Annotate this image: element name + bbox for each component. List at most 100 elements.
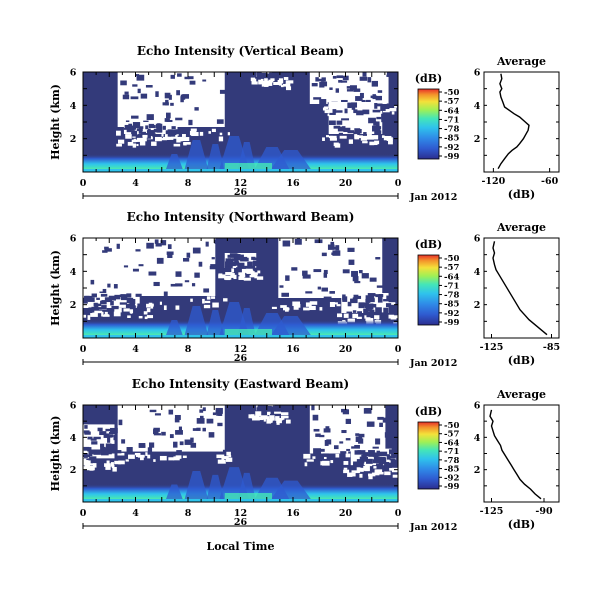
clear-speck (92, 463, 97, 468)
echo-speck (91, 306, 95, 311)
echo-speck (390, 458, 396, 464)
clear-speck (218, 274, 226, 279)
echo-speck (387, 296, 395, 300)
echo-speck (106, 435, 113, 438)
echo-speck (256, 72, 262, 78)
clear-speck (182, 134, 186, 137)
clear-speck (277, 80, 284, 84)
echo-speck (370, 295, 375, 302)
echo-speck (146, 242, 154, 249)
clear-speck (183, 142, 187, 146)
echo-speck (369, 309, 375, 315)
echo-speck (110, 301, 114, 306)
echo-speck (202, 79, 207, 82)
panel-title: Echo Intensity (Eastward Beam) (132, 377, 349, 391)
clear-speck (150, 303, 154, 307)
clear-speck (190, 298, 193, 302)
clear-speck (86, 460, 91, 465)
echo-speck (154, 413, 161, 416)
echo-plume (183, 470, 209, 502)
clear-speck (76, 465, 83, 470)
average-title: Average (496, 388, 546, 401)
clear-speck (365, 317, 371, 322)
echo-plume (268, 480, 313, 502)
clear-speck (392, 474, 399, 478)
clear-speck (159, 455, 167, 461)
echo-speck (329, 87, 333, 90)
echo-speck (100, 443, 105, 448)
echo-speck (107, 437, 111, 443)
y-axis-label: Height (km) (49, 84, 62, 160)
echo-speck (269, 72, 275, 76)
echo-speck (311, 83, 318, 87)
echo-speck (376, 116, 382, 120)
date-day: 26 (234, 187, 248, 198)
clear-speck (117, 452, 125, 456)
average-frame (483, 237, 560, 339)
echo-speck (269, 75, 274, 79)
colorbar-label: -50 (444, 88, 459, 98)
echo-speck (391, 452, 399, 457)
clear-speck (368, 474, 373, 480)
colorbar-unit: (dB) (415, 72, 442, 85)
echo-speck (153, 433, 161, 436)
echo-speck (148, 271, 157, 276)
echo-speck (330, 241, 335, 246)
echo-speck (375, 121, 380, 127)
x-tick-label: 0 (395, 178, 402, 189)
echo-speck (186, 252, 191, 258)
clear-speck (381, 135, 385, 138)
clear-speck (329, 135, 337, 141)
clear-speck (211, 296, 216, 299)
echo-speck (128, 305, 136, 311)
echo-speck (132, 84, 138, 87)
colorbar-label: -78 (444, 456, 459, 466)
clear-speck (225, 272, 233, 276)
echo-speck (279, 285, 284, 288)
clear-speck (225, 276, 231, 281)
echo-speck (302, 274, 311, 279)
echo-speck (368, 453, 374, 457)
clear-speck (238, 276, 245, 280)
clear-speck (252, 416, 260, 421)
echo-speck (162, 125, 166, 130)
clear-speck (212, 302, 219, 308)
echo-speck (116, 243, 120, 249)
colorbar-label: -71 (444, 281, 459, 291)
echo-speck (88, 450, 93, 457)
echo-speck (353, 131, 360, 135)
clear-speck (365, 136, 374, 140)
clear-speck (218, 136, 224, 142)
echo-speck (354, 280, 361, 284)
clear-speck (145, 452, 148, 456)
colorbar-label: -85 (444, 300, 459, 310)
echo-speck (383, 307, 389, 314)
echo-speck (323, 272, 328, 278)
echo-speck (202, 427, 206, 432)
echo-speck (323, 428, 331, 433)
echo-speck (149, 409, 157, 413)
echo-speck (337, 121, 341, 124)
echo-speck (319, 434, 325, 438)
echo-speck (291, 267, 298, 271)
echo-speck (89, 456, 97, 462)
clear-speck (374, 315, 380, 320)
clear-speck (206, 296, 211, 300)
echo-plume (183, 140, 209, 172)
echo-speck (90, 438, 97, 441)
echo-speck (113, 450, 122, 454)
echo-speck (97, 303, 102, 307)
clear-speck (354, 135, 360, 140)
echo-speck (240, 254, 244, 258)
echo-speck (182, 257, 190, 262)
clear-speck (343, 469, 350, 474)
echo-speck (372, 446, 379, 449)
echo-speck (126, 297, 134, 304)
x-tick-label: 0 (80, 178, 87, 189)
avg-y-tick-label: 4 (474, 101, 481, 112)
echo-speck (364, 311, 371, 316)
echo-speck (190, 442, 197, 448)
echo-speck (212, 412, 217, 416)
colorbar-label: -92 (444, 143, 459, 153)
colorbar-label: -50 (444, 421, 459, 431)
